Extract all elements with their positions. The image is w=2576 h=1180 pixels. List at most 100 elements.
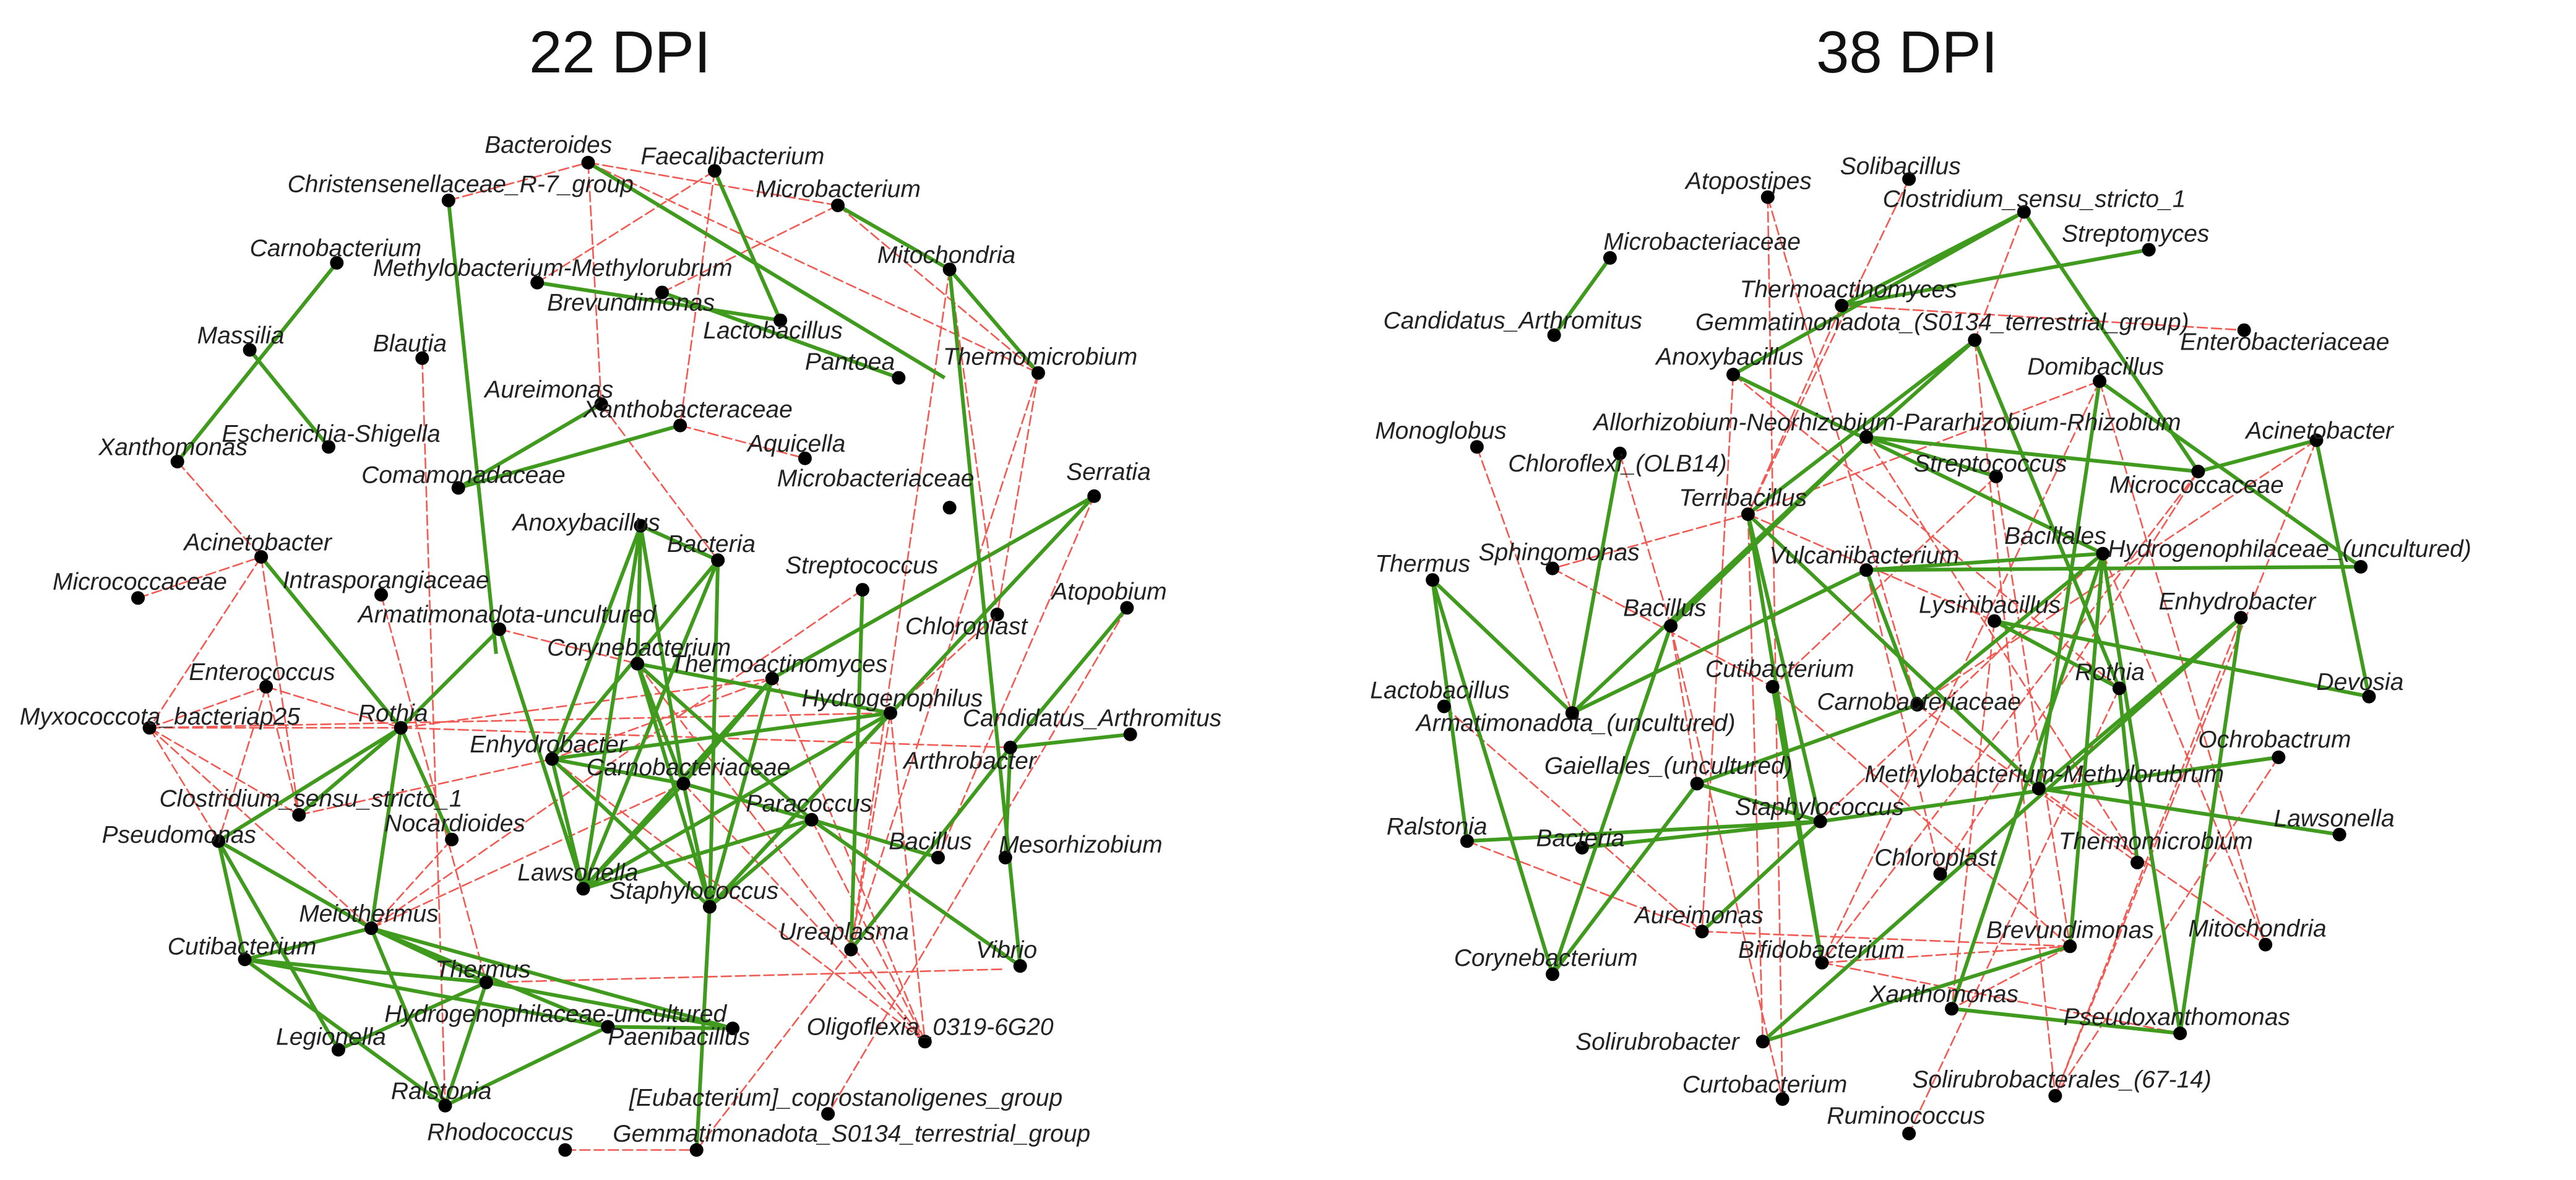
node-label-22dpi: Lawsonella <box>517 859 638 886</box>
node-label-22dpi: Oligoflexia_0319-6G20 <box>807 1014 1054 1041</box>
positive-edge-38dpi-43 <box>1762 944 2071 1044</box>
node-38dpi <box>2017 205 2031 219</box>
positive-edge-38dpi-13 <box>1866 551 2103 572</box>
node-38dpi <box>1695 924 1709 939</box>
negative-edge-22dpi-1 <box>587 161 1039 374</box>
node-38dpi <box>2309 433 2324 447</box>
node-22dpi <box>676 777 691 791</box>
positive-edge-22dpi-59 <box>947 269 1022 967</box>
positive-edge-38dpi-15 <box>2101 553 2182 1034</box>
node-38dpi <box>1741 507 1755 521</box>
negative-edge-22dpi-39 <box>486 968 1002 983</box>
node-label-38dpi: Thermomicrobium <box>2059 829 2253 855</box>
node-label-38dpi: Streptomyces <box>2062 220 2209 247</box>
negative-edge-38dpi-37 <box>1974 340 2056 1096</box>
node-label-38dpi: Streptococcus <box>1914 450 2067 477</box>
node-22dpi <box>707 164 722 178</box>
positive-edge-22dpi-14 <box>581 559 720 890</box>
node-label-38dpi: Solirubrobacter <box>1575 1029 1740 1056</box>
node-22dpi <box>689 1143 704 1157</box>
positive-edge-38dpi-36 <box>1467 819 1820 843</box>
negative-edge-38dpi-5 <box>1747 305 1843 515</box>
positive-edge-22dpi-6 <box>176 261 338 463</box>
node-label-22dpi: Streptococcus <box>785 553 938 579</box>
node-22dpi <box>581 155 595 170</box>
node-label-22dpi: Blautia <box>373 330 447 357</box>
node-38dpi <box>2237 323 2251 337</box>
node-label-38dpi: Lysinibacillus <box>1919 592 2061 618</box>
node-38dpi <box>2142 243 2156 257</box>
negative-edge-22dpi-37 <box>850 713 892 950</box>
node-label-22dpi: Escherichia-Shigella <box>222 421 440 447</box>
positive-edge-38dpi-19 <box>1746 512 2040 790</box>
node-label-22dpi: Xanthobacteraceae <box>583 396 793 423</box>
node-22dpi <box>558 1143 572 1157</box>
node-22dpi <box>942 501 957 515</box>
negative-edge-22dpi-42 <box>637 663 926 1043</box>
node-38dpi <box>2063 939 2077 954</box>
positive-edge-22dpi-38 <box>444 1025 609 1108</box>
positive-edge-22dpi-41 <box>681 783 712 908</box>
node-22dpi <box>655 285 669 299</box>
negative-edge-22dpi-9 <box>679 170 716 426</box>
positive-edge-38dpi-45 <box>1570 453 1622 713</box>
node-22dpi <box>773 313 788 327</box>
positive-edge-38dpi-32 <box>2038 786 2340 837</box>
positive-edge-38dpi-2 <box>1747 338 1976 516</box>
node-22dpi <box>990 608 1004 621</box>
positive-edge-22dpi-16 <box>635 663 686 785</box>
positive-edge-38dpi-8 <box>1866 435 2199 473</box>
node-label-38dpi: Pseudoxanthomonas <box>2064 1004 2290 1031</box>
node-38dpi <box>1765 679 1780 694</box>
positive-edge-22dpi-26 <box>217 839 373 930</box>
node-label-22dpi: Xanthomonas <box>98 434 248 460</box>
panel-title-22dpi: 22 DPI <box>529 19 711 85</box>
positive-edge-38dpi-34 <box>1582 819 1821 850</box>
node-label-22dpi: Enhydrobacter <box>470 731 628 758</box>
node-22dpi <box>798 451 812 465</box>
node-22dpi <box>942 262 957 277</box>
negative-edge-38dpi-2 <box>1974 212 2025 341</box>
positive-edge-38dpi-42 <box>1761 616 2242 1043</box>
positive-edge-38dpi-44 <box>1570 436 1868 715</box>
positive-edge-38dpi-5 <box>1553 257 1612 337</box>
positive-edge-38dpi-11 <box>2197 438 2317 473</box>
positive-edge-38dpi-7 <box>1866 435 1997 478</box>
node-label-22dpi: Microbacteriaceae <box>777 465 975 492</box>
node-label-22dpi: Serratia <box>1066 459 1151 485</box>
node-38dpi <box>1546 561 1559 575</box>
node-22dpi <box>1031 366 1045 380</box>
positive-edge-22dpi-35 <box>371 926 733 1030</box>
node-label-38dpi: Microbacteriaceae <box>1603 229 1801 256</box>
node-label-22dpi: Microbacterium <box>756 176 921 203</box>
node-label-38dpi: Gaiellales_(uncultured) <box>1544 753 1793 780</box>
positive-edge-38dpi-18 <box>1746 514 1822 822</box>
node-38dpi <box>2031 782 2046 796</box>
negative-edge-22dpi-18 <box>260 556 300 816</box>
node-label-22dpi: Meiothermus <box>299 900 438 927</box>
negative-edge-22dpi-44 <box>380 594 488 983</box>
positive-edge-38dpi-40 <box>1551 782 1699 976</box>
negative-edge-38dpi-13 <box>1939 471 2199 875</box>
negative-edge-22dpi-5 <box>837 204 1039 374</box>
node-22dpi <box>998 850 1012 864</box>
node-38dpi <box>1664 619 1678 633</box>
node-22dpi <box>451 481 465 495</box>
node-label-22dpi: Bacillus <box>889 829 971 855</box>
positive-edge-22dpi-2 <box>587 161 946 380</box>
positive-edge-22dpi-52 <box>682 677 774 785</box>
node-22dpi <box>601 1020 615 1034</box>
negative-edge-22dpi-23 <box>149 686 267 729</box>
positive-edge-22dpi-47 <box>708 678 774 908</box>
negative-edge-22dpi-19 <box>149 556 262 728</box>
negative-edge-38dpi-10 <box>2098 381 2267 945</box>
node-22dpi <box>831 198 845 212</box>
node-22dpi <box>441 193 455 207</box>
positive-edge-22dpi-3 <box>837 204 951 272</box>
node-22dpi <box>711 553 725 567</box>
node-38dpi <box>1565 706 1579 720</box>
negative-edge-38dpi-24 <box>1669 626 1783 1100</box>
positive-edge-22dpi-30 <box>244 957 487 984</box>
node-label-22dpi: Thermoactinomyces <box>670 651 887 678</box>
